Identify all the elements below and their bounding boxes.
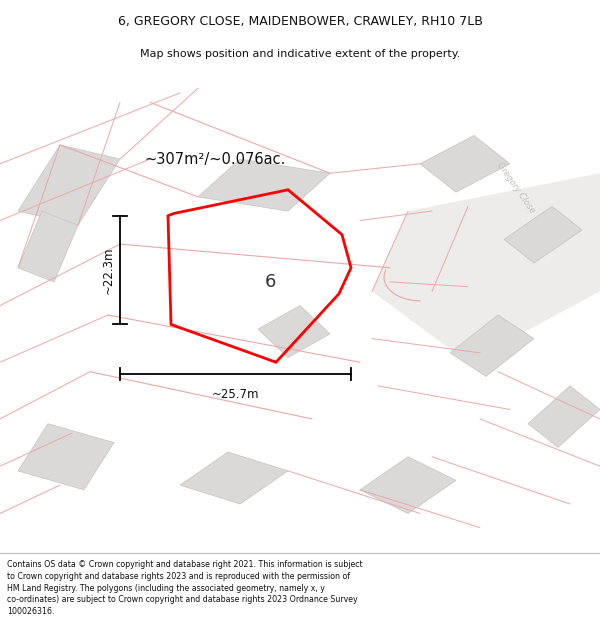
Polygon shape bbox=[18, 145, 120, 225]
Polygon shape bbox=[198, 159, 330, 211]
Polygon shape bbox=[450, 315, 534, 376]
Polygon shape bbox=[420, 136, 510, 192]
Polygon shape bbox=[528, 386, 600, 448]
Polygon shape bbox=[504, 206, 582, 263]
Polygon shape bbox=[18, 424, 114, 490]
Text: Contains OS data © Crown copyright and database right 2021. This information is : Contains OS data © Crown copyright and d… bbox=[7, 560, 363, 616]
Polygon shape bbox=[372, 173, 600, 362]
Text: Map shows position and indicative extent of the property.: Map shows position and indicative extent… bbox=[140, 49, 460, 59]
Text: 6: 6 bbox=[265, 273, 275, 291]
Polygon shape bbox=[180, 452, 288, 504]
Text: Gregory Close: Gregory Close bbox=[495, 161, 537, 214]
Text: ~307m²/~0.076ac.: ~307m²/~0.076ac. bbox=[144, 152, 286, 167]
Polygon shape bbox=[360, 457, 456, 514]
Text: ~25.7m: ~25.7m bbox=[212, 388, 259, 401]
Text: ~22.3m: ~22.3m bbox=[101, 246, 115, 294]
Polygon shape bbox=[258, 306, 330, 358]
Polygon shape bbox=[18, 211, 78, 282]
Text: 6, GREGORY CLOSE, MAIDENBOWER, CRAWLEY, RH10 7LB: 6, GREGORY CLOSE, MAIDENBOWER, CRAWLEY, … bbox=[118, 15, 482, 28]
